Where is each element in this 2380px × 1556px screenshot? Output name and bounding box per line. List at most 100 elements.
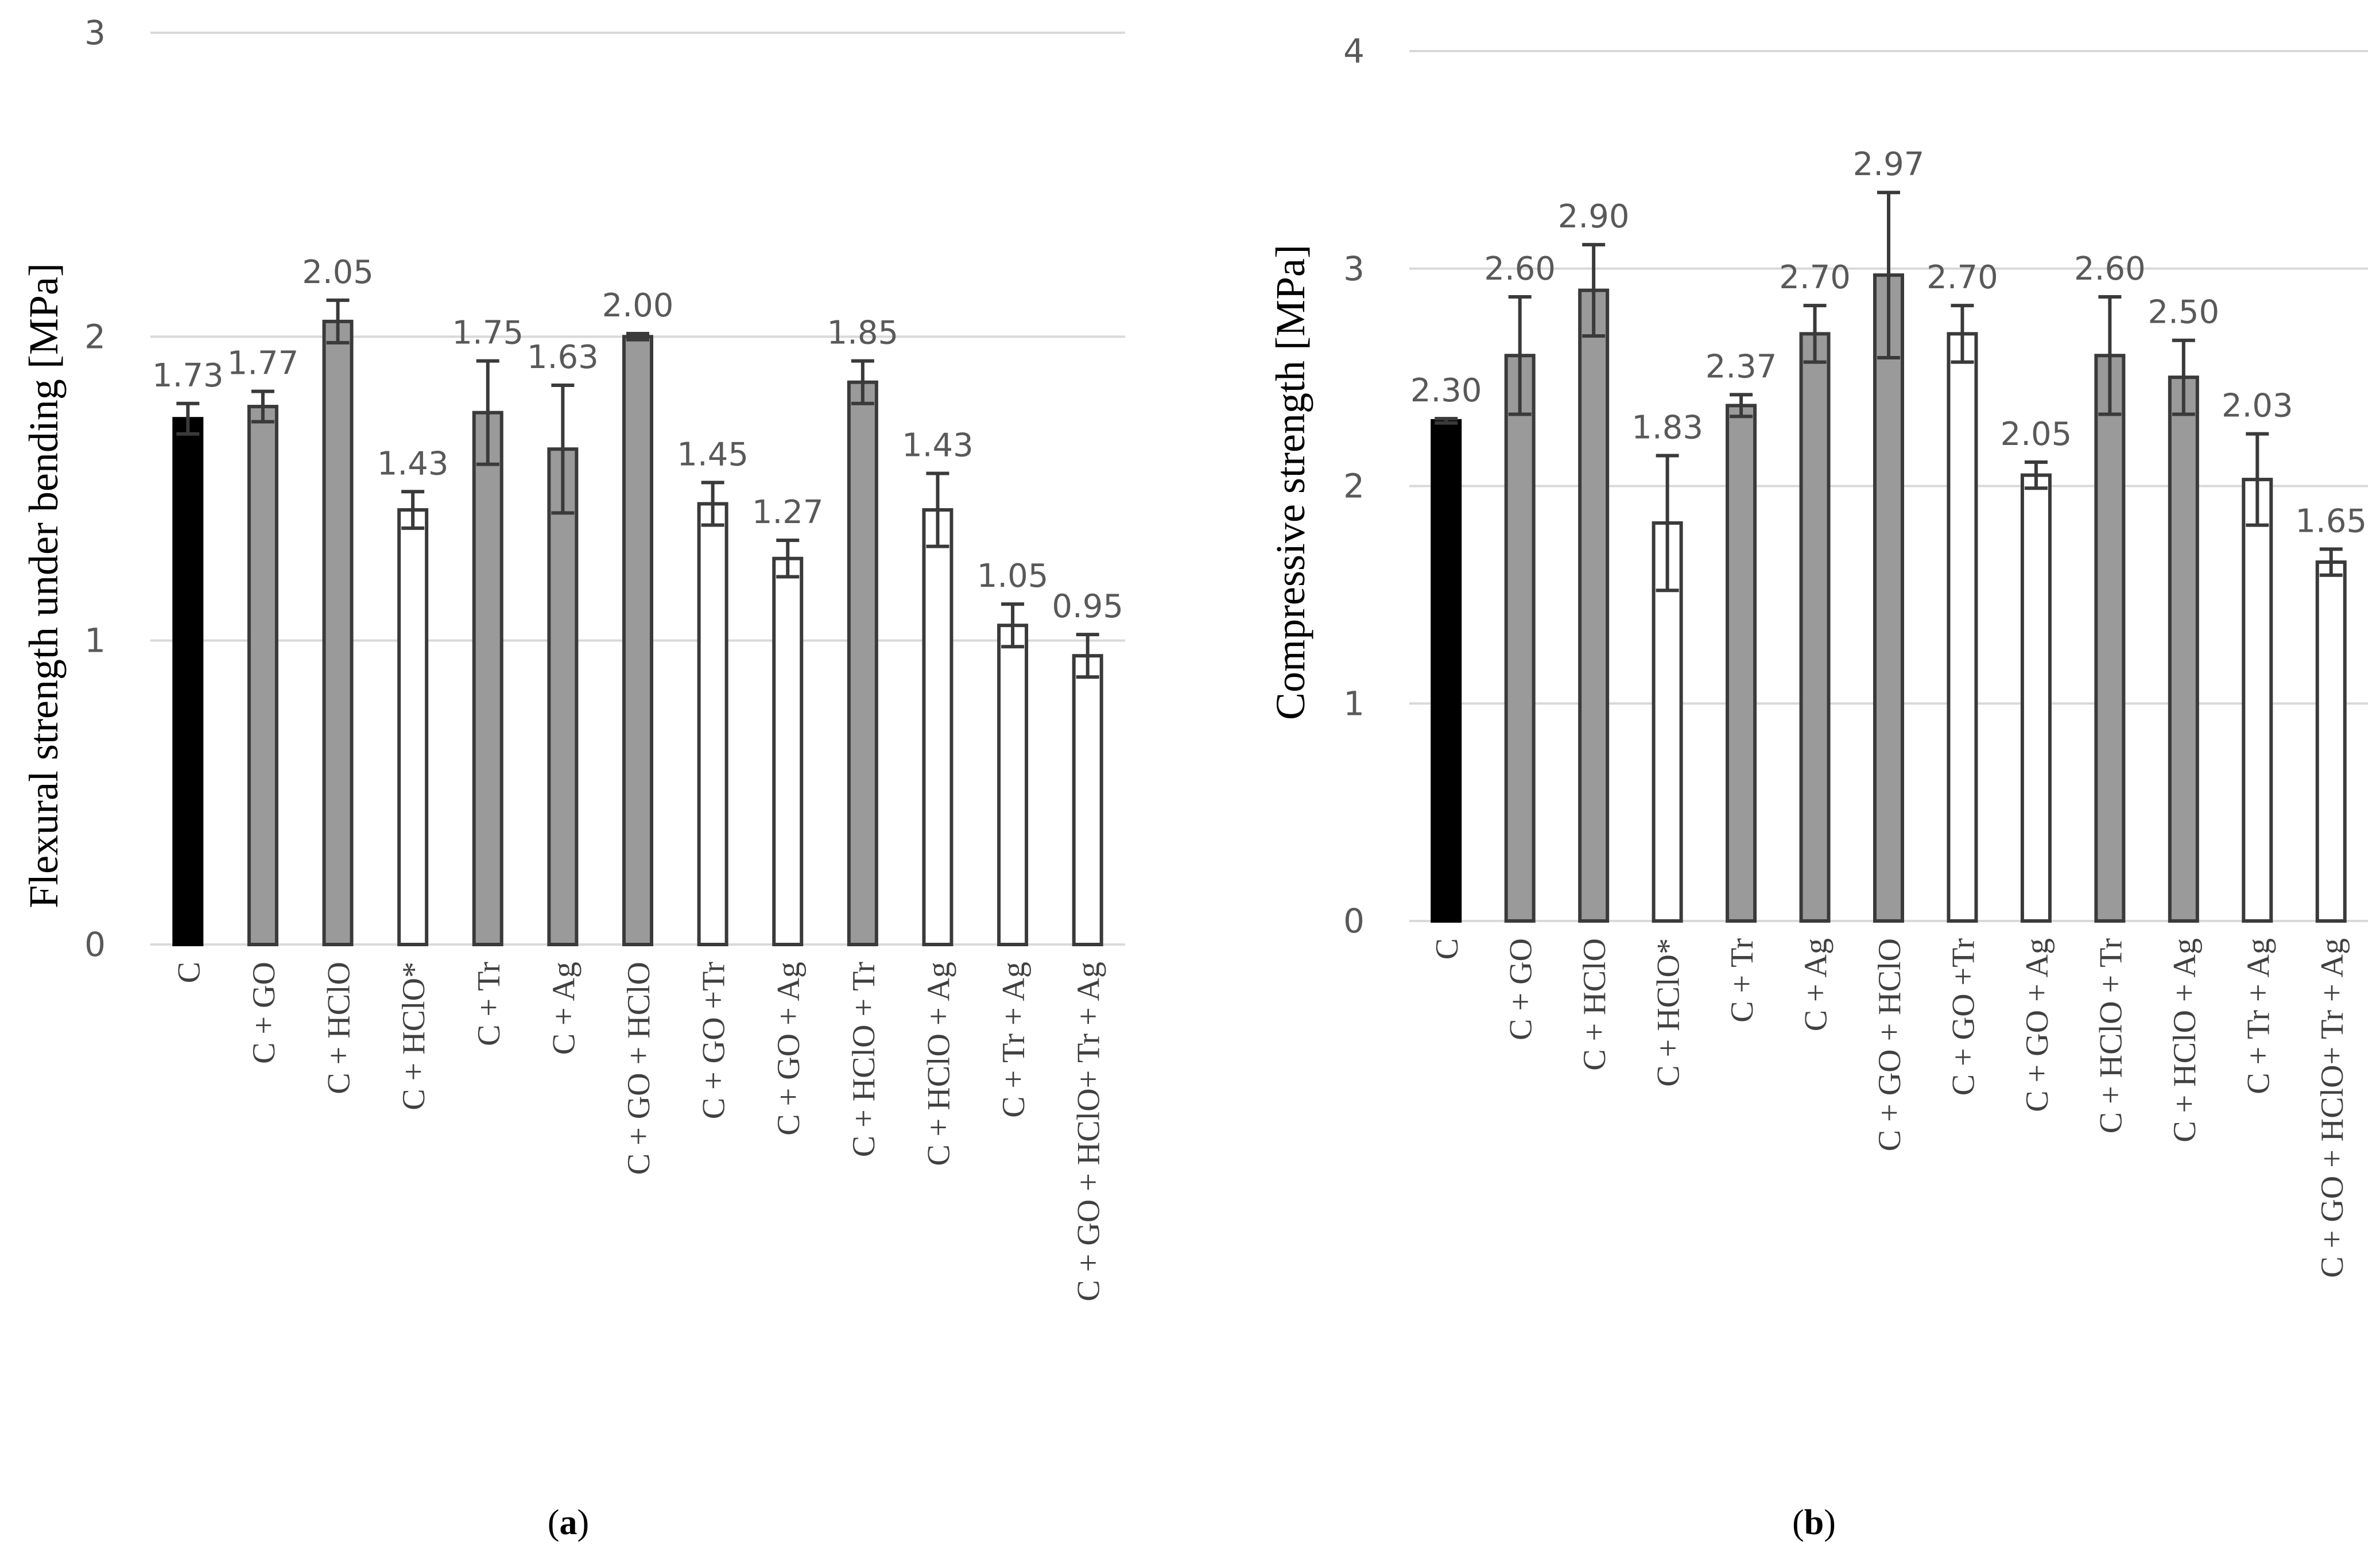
b-value-label-9: 2.60 bbox=[2074, 250, 2146, 288]
b-category-label-9: C + HClO + Tr bbox=[2093, 938, 2129, 1134]
a-ytick-label-2: 2 bbox=[84, 317, 106, 356]
b-value-label-12: 1.65 bbox=[2295, 502, 2367, 540]
b-category-label-4: C + Tr bbox=[1724, 938, 1760, 1023]
a-error-bar-2 bbox=[326, 298, 350, 345]
a-category-label-5: C + Ag bbox=[546, 962, 582, 1055]
b-ytick-label-1: 1 bbox=[1343, 684, 1365, 723]
b-category-label-7: C + GO +Tr bbox=[1945, 938, 1981, 1096]
b-bar-5 bbox=[1799, 332, 1831, 923]
b-ytick-label-4: 4 bbox=[1343, 32, 1365, 71]
a-bar-3 bbox=[397, 508, 429, 946]
b-value-label-1: 2.60 bbox=[1484, 250, 1556, 288]
panel-a-caption: (a) bbox=[548, 1503, 589, 1542]
a-bar-8 bbox=[772, 556, 804, 946]
a-error-bar-5 bbox=[551, 384, 575, 515]
a-bar-1 bbox=[247, 405, 278, 946]
a-error-bar-3 bbox=[401, 490, 425, 530]
b-error-bar-0 bbox=[1435, 417, 1458, 425]
b-category-label-1: C + GO bbox=[1503, 938, 1539, 1040]
b-bar-8 bbox=[2020, 473, 2052, 923]
a-error-bar-11 bbox=[1001, 602, 1025, 649]
b-value-label-0: 2.30 bbox=[1410, 372, 1482, 409]
b-category-label-12: C + GO + HClO+ Tr + Ag bbox=[2315, 938, 2350, 1278]
a-category-label-8: C + GO + Ag bbox=[771, 962, 807, 1136]
b-error-bar-10 bbox=[2172, 338, 2195, 416]
b-category-label-11: C + Tr + Ag bbox=[2241, 938, 2276, 1094]
b-value-label-8: 2.05 bbox=[2001, 416, 2072, 453]
b-bar-0 bbox=[1431, 419, 1462, 923]
a-value-label-12: 0.95 bbox=[1052, 588, 1123, 625]
b-error-bar-12 bbox=[2319, 547, 2343, 577]
b-bar-6 bbox=[1873, 273, 1904, 923]
b-category-label-3: C + HClO* bbox=[1651, 938, 1687, 1087]
b-error-bar-2 bbox=[1582, 243, 1606, 338]
b-ytick-label-3: 3 bbox=[1343, 249, 1365, 288]
a-error-bar-6 bbox=[626, 332, 649, 342]
a-bar-9 bbox=[847, 380, 878, 946]
b-category-label-10: C + HClO + Ag bbox=[2167, 938, 2203, 1143]
a-value-label-1: 1.77 bbox=[227, 345, 299, 382]
b-category-label-0: C bbox=[1429, 938, 1465, 959]
a-category-label-6: C + GO + HClO bbox=[621, 962, 657, 1175]
b-error-bar-11 bbox=[2246, 432, 2269, 527]
b-value-label-11: 2.03 bbox=[2222, 388, 2293, 425]
a-value-label-4: 1.75 bbox=[452, 315, 524, 352]
a-value-label-6: 2.00 bbox=[602, 287, 674, 324]
a-category-label-3: C + HClO* bbox=[396, 962, 432, 1110]
a-category-label-4: C + Tr bbox=[471, 962, 507, 1046]
panel-b-caption: (b) bbox=[1792, 1503, 1836, 1542]
b-bar-2 bbox=[1578, 288, 1610, 923]
a-error-bar-7 bbox=[701, 481, 724, 527]
a-value-label-10: 1.43 bbox=[902, 427, 974, 465]
b-value-label-10: 2.50 bbox=[2148, 294, 2220, 331]
panel-a-ylabel: Flexural strength under bending [MPa] bbox=[21, 263, 67, 908]
b-error-bar-1 bbox=[1508, 295, 1532, 416]
a-bar-4 bbox=[472, 411, 503, 946]
a-category-label-0: C bbox=[171, 962, 207, 983]
a-error-bar-9 bbox=[851, 359, 874, 405]
b-bar-11 bbox=[2242, 478, 2273, 923]
a-category-label-11: C + Tr + Ag bbox=[996, 962, 1032, 1118]
b-bar-4 bbox=[1726, 404, 1757, 923]
a-bar-10 bbox=[922, 508, 953, 946]
b-error-bar-6 bbox=[1877, 191, 1900, 360]
a-value-label-11: 1.05 bbox=[977, 558, 1049, 595]
b-value-label-3: 1.83 bbox=[1631, 409, 1703, 446]
b-error-bar-9 bbox=[2098, 295, 2122, 416]
a-bar-0 bbox=[172, 417, 204, 946]
a-value-label-9: 1.85 bbox=[827, 315, 899, 352]
b-value-label-5: 2.70 bbox=[1779, 259, 1851, 296]
a-value-label-2: 2.05 bbox=[302, 254, 374, 291]
b-bar-12 bbox=[2315, 560, 2347, 923]
a-category-label-12: C + GO + HClO+ Tr + Ag bbox=[1071, 962, 1107, 1302]
a-bar-11 bbox=[997, 624, 1029, 946]
b-category-label-2: C + HClO bbox=[1577, 938, 1612, 1071]
a-error-bar-4 bbox=[476, 359, 499, 466]
panel-b-ylabel: Compressive strength [MPa] bbox=[1267, 245, 1313, 720]
a-ytick-label-3: 3 bbox=[84, 13, 106, 52]
b-error-bar-8 bbox=[2024, 460, 2048, 490]
a-value-label-0: 1.73 bbox=[152, 357, 224, 394]
b-value-label-7: 2.70 bbox=[1927, 259, 1998, 296]
a-category-label-2: C + HClO bbox=[321, 962, 357, 1094]
b-value-label-4: 2.37 bbox=[1705, 348, 1777, 385]
a-ytick-label-1: 1 bbox=[84, 621, 106, 660]
b-category-label-8: C + GO + Ag bbox=[2019, 938, 2055, 1112]
a-error-bar-1 bbox=[251, 389, 274, 424]
b-error-bar-4 bbox=[1730, 393, 1753, 419]
a-value-label-7: 1.45 bbox=[677, 436, 749, 473]
a-category-label-1: C + GO bbox=[246, 962, 282, 1064]
a-bar-12 bbox=[1072, 654, 1103, 946]
panel-a-flexural-chart: 0 1 2 3 1.73 C 1.77 C + GO 2.05 C + HClO 1.43 C + H… bbox=[84, 13, 1125, 1302]
b-bar-1 bbox=[1504, 354, 1536, 923]
a-category-label-7: C + GO +Tr bbox=[696, 962, 732, 1120]
b-bar-10 bbox=[2168, 376, 2199, 923]
a-error-bar-10 bbox=[926, 471, 949, 548]
b-ytick-label-2: 2 bbox=[1343, 467, 1365, 506]
a-error-bar-0 bbox=[176, 401, 200, 436]
a-category-label-10: C + HClO + Ag bbox=[921, 962, 956, 1166]
b-category-label-5: C + Ag bbox=[1798, 938, 1834, 1031]
b-bar-7 bbox=[1947, 332, 1978, 923]
a-category-label-9: C + HClO + Tr bbox=[846, 962, 882, 1158]
